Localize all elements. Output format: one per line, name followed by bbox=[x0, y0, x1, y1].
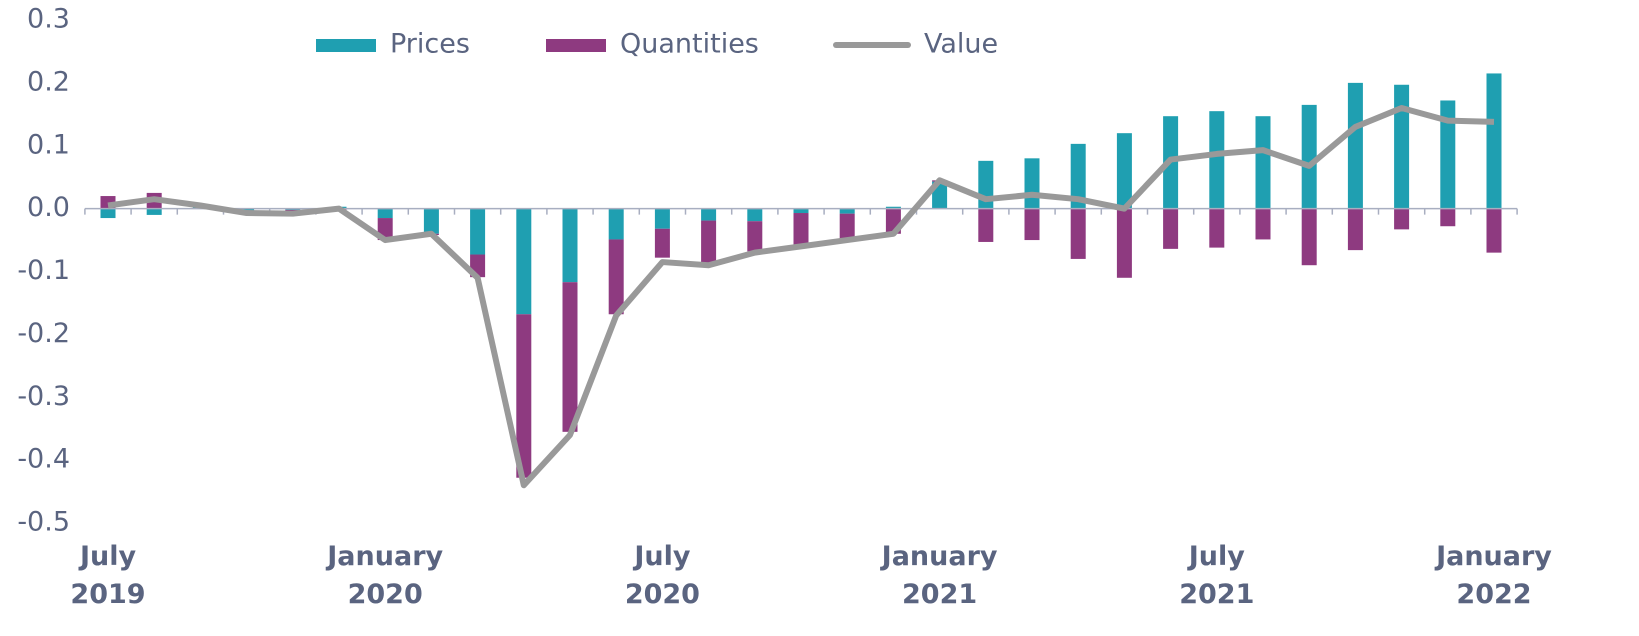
bar bbox=[608, 239, 624, 315]
bar bbox=[1209, 208, 1225, 248]
bar bbox=[1255, 208, 1271, 240]
bar bbox=[747, 221, 763, 252]
bar bbox=[608, 208, 624, 240]
bar bbox=[1440, 100, 1456, 209]
line bbox=[107, 105, 1495, 489]
y-tick-label: -0.4 bbox=[17, 444, 70, 475]
legend-label: Value bbox=[924, 29, 998, 60]
bar bbox=[1486, 208, 1502, 253]
bar bbox=[1163, 208, 1179, 249]
bar bbox=[1347, 82, 1363, 209]
bar bbox=[1116, 208, 1132, 278]
x-tick-label: January 2020 bbox=[325, 541, 443, 610]
bar bbox=[470, 208, 486, 255]
y-tick-label: -0.2 bbox=[17, 318, 70, 349]
bar bbox=[1301, 104, 1317, 209]
bar bbox=[377, 208, 393, 219]
bar bbox=[562, 208, 578, 283]
bar bbox=[1394, 84, 1410, 209]
bar bbox=[793, 213, 809, 246]
bar bbox=[1255, 116, 1271, 209]
y-tick-label: -0.5 bbox=[17, 507, 70, 538]
x-tick-label: January 2021 bbox=[880, 541, 998, 610]
bar bbox=[1440, 208, 1456, 227]
bar bbox=[793, 208, 809, 214]
bar bbox=[1116, 133, 1132, 209]
y-tick-label: 0.1 bbox=[27, 129, 70, 160]
bar bbox=[423, 208, 439, 234]
bar bbox=[1070, 208, 1086, 259]
x-tick-label: July 2021 bbox=[1179, 541, 1254, 610]
legend-item: Value bbox=[833, 29, 998, 60]
bar bbox=[839, 208, 855, 214]
bar bbox=[516, 208, 532, 315]
legend-swatch bbox=[316, 39, 376, 52]
legend-item: Prices bbox=[316, 29, 470, 60]
bar bbox=[654, 208, 670, 229]
bar bbox=[100, 208, 116, 219]
legend-label: Quantities bbox=[620, 29, 759, 60]
bar bbox=[1347, 208, 1363, 251]
legend-swatch bbox=[546, 39, 606, 52]
bar bbox=[516, 314, 532, 478]
bar bbox=[1394, 208, 1410, 230]
bar bbox=[1070, 143, 1086, 209]
bar bbox=[654, 228, 670, 258]
x-tick-label: January 2022 bbox=[1434, 541, 1552, 610]
bar bbox=[562, 282, 578, 432]
bar bbox=[1486, 73, 1502, 209]
bar bbox=[1209, 111, 1225, 209]
legend-label: Prices bbox=[390, 29, 470, 60]
bar bbox=[1301, 208, 1317, 266]
bar bbox=[701, 220, 717, 264]
y-tick-label: 0.2 bbox=[27, 66, 70, 97]
bar bbox=[978, 208, 994, 242]
x-tick-label: July 2020 bbox=[625, 541, 700, 610]
legend-item: Quantities bbox=[546, 29, 759, 60]
bar bbox=[1024, 158, 1040, 209]
bar bbox=[747, 208, 763, 222]
bar bbox=[1024, 208, 1040, 241]
y-tick-label: 0.0 bbox=[27, 192, 70, 223]
y-tick-label: 0.3 bbox=[27, 4, 70, 35]
bar bbox=[701, 208, 717, 221]
bar bbox=[885, 206, 901, 209]
y-tick-label: -0.3 bbox=[17, 381, 70, 412]
y-tick-label: -0.1 bbox=[17, 255, 70, 286]
bar bbox=[839, 213, 855, 240]
bar bbox=[146, 208, 162, 215]
x-tick-label: July 2019 bbox=[70, 541, 145, 610]
